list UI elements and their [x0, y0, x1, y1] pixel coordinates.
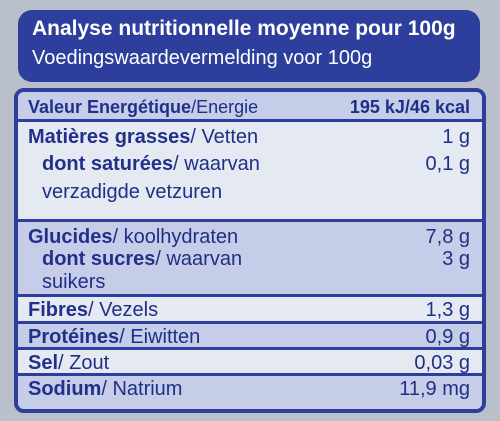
row-energy: Valeur Energétique/Energie 195 kJ/46 kca…: [18, 92, 482, 122]
title-banner: Analyse nutritionnelle moyenne pour 100g…: [18, 10, 480, 82]
energy-label: Valeur Energétique/Energie: [28, 97, 259, 117]
sugars-label: dont sucres/ waarvan: [42, 248, 243, 270]
nutrition-table: Valeur Energétique/Energie 195 kJ/46 kca…: [14, 88, 486, 413]
fat-value: 1 g: [442, 126, 470, 148]
saturated-continuation: verzadigde vetzuren: [42, 181, 223, 203]
protein-label: Protéines/ Eiwitten: [28, 326, 201, 348]
saturated-label: dont saturées/ waarvan: [42, 153, 260, 175]
sodium-value: 11,9 mg: [399, 378, 470, 400]
salt-label: Sel/ Zout: [28, 352, 110, 374]
row-sodium: Sodium/ Natrium 11,9 mg: [18, 376, 482, 409]
saturated-value: 0,1 g: [425, 153, 470, 175]
row-protein: Protéines/ Eiwitten 0,9 g: [18, 324, 482, 350]
energy-value: 195 kJ/46 kcal: [349, 97, 470, 117]
carbs-value: 7,8 g: [425, 226, 470, 248]
carbs-label: Glucides/ koolhydraten: [28, 226, 239, 248]
title-dutch: Voedingswaardevermelding voor 100g: [32, 47, 373, 69]
salt-value: 0,03 g: [414, 352, 470, 374]
fibre-value: 1,3 g: [425, 299, 470, 321]
row-carbs-group: Glucides/ koolhydraten 7,8 g dont sucres…: [18, 222, 482, 297]
sugars-continuation: suikers: [42, 271, 106, 293]
sugars-value: 3 g: [442, 248, 470, 270]
row-fat-group: Matières grasses/ Vetten 1 g dont saturé…: [18, 122, 482, 222]
row-fibre: Fibres/ Vezels 1,3 g: [18, 297, 482, 324]
protein-value: 0,9 g: [425, 326, 470, 348]
sodium-label: Sodium/ Natrium: [28, 378, 183, 400]
fat-label: Matières grasses/ Vetten: [28, 126, 259, 148]
fibre-label: Fibres/ Vezels: [28, 299, 159, 321]
row-salt: Sel/ Zout 0,03 g: [18, 350, 482, 376]
title-french: Analyse nutritionnelle moyenne pour 100g: [32, 17, 456, 40]
